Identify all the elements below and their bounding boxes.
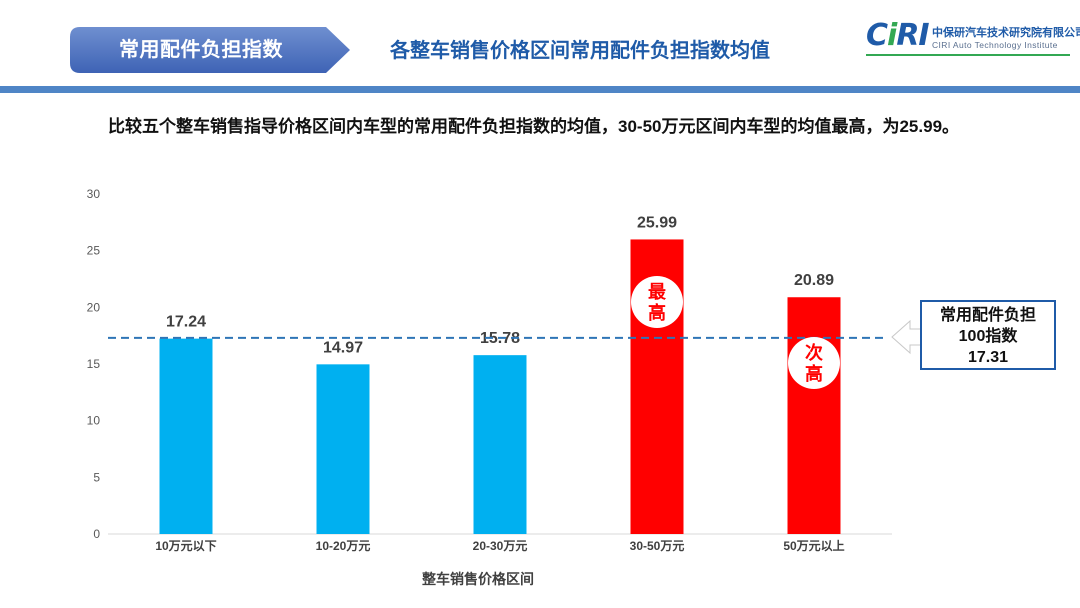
logo-underline [866,54,1070,56]
callout-line-3: 17.31 [967,349,1009,366]
ciri-logo: CiRI 中保研汽车技术研究院有限公司 CIRI Auto Technology… [866,18,1080,58]
badge-circle [788,337,840,389]
bar-chart: 05101520253017.2410万元以下14.9710-20万元15.78… [87,187,892,587]
badge-text: 高 [648,302,666,323]
bar-value-label: 20.89 [794,272,834,289]
section-tab-label: 常用配件负担指数 [119,39,283,61]
header-divider [0,86,1080,93]
bar [316,364,370,534]
summary-text: 比较五个整车销售指导价格区间内车型的常用配件负担指数的均值，30-50万元区间内… [108,117,960,136]
callout-arrow-icon [891,319,922,355]
y-tick-label: 20 [87,300,101,314]
logo-mark: CiRI [866,18,930,53]
slide-title: 各整车销售价格区间常用配件负担指数均值 [390,40,770,62]
y-tick-label: 30 [87,187,101,201]
badge-circle [631,276,683,328]
callout-line-2: 100指数 [958,328,1018,345]
x-tick-label: 20-30万元 [473,539,528,553]
bar [473,355,527,534]
bar-value-label: 14.97 [323,339,363,356]
bar-value-label: 25.99 [637,214,677,231]
badge-text: 次 [805,342,823,363]
bar [787,297,841,534]
y-tick-label: 0 [93,527,100,541]
x-tick-label: 30-50万元 [630,539,685,553]
bar [159,338,213,534]
x-tick-label: 50万元以上 [783,538,844,553]
callout-line-1: 常用配件负担 [939,307,1036,324]
logo-company-cn: 中保研汽车技术研究院有限公司 [932,27,1080,39]
badge-text: 高 [805,363,823,384]
x-tick-label: 10-20万元 [316,539,371,553]
section-tab-shape [70,27,350,73]
slide-header: 常用配件负担指数 各整车销售价格区间常用配件负担指数均值 CiRI 中保研汽车技… [0,0,1080,93]
y-tick-label: 25 [87,244,101,258]
section-tab: 常用配件负担指数 [70,27,350,73]
logo-company-en: CIRI Auto Technology Institute [932,40,1058,50]
x-axis-title: 整车销售价格区间 [421,571,534,587]
x-tick-label: 10万元以下 [155,539,216,553]
bar-value-label: 17.24 [166,314,206,331]
y-tick-label: 10 [87,414,101,428]
y-tick-label: 15 [87,357,101,371]
reference-callout: 常用配件负担 100指数 17.31 [920,300,1056,370]
y-tick-label: 5 [93,470,100,484]
badge-text: 最 [648,282,667,302]
